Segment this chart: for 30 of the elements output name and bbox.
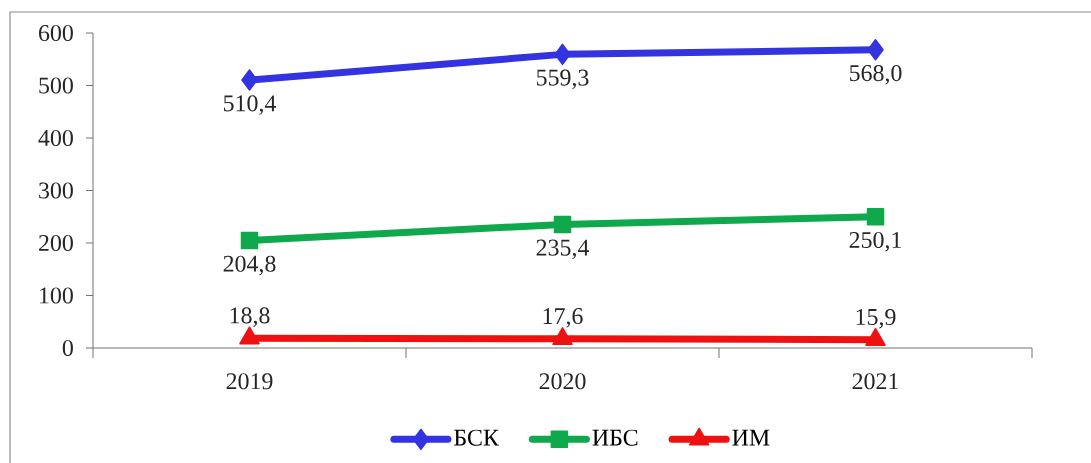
x-tick-label: 2019 <box>226 373 273 390</box>
y-tick-label: 400 <box>38 129 73 147</box>
point <box>866 207 885 226</box>
point <box>554 43 571 66</box>
point <box>241 69 258 91</box>
data-label: 559,3 <box>537 69 589 90</box>
data-label: 17,6 <box>543 308 583 328</box>
point <box>240 231 259 250</box>
y-tick-label: 200 <box>39 234 73 252</box>
point <box>239 326 260 345</box>
legend-label: ИБС <box>592 429 638 446</box>
legend-label: ИМ <box>732 429 770 446</box>
data-label: 204,8 <box>223 255 276 276</box>
y-tick-label: 0 <box>62 339 73 357</box>
y-tick-label: 500 <box>39 77 73 94</box>
data-label: 18,8 <box>230 307 270 327</box>
data-label: 568,0 <box>850 64 902 85</box>
point <box>553 215 572 234</box>
point <box>552 327 573 346</box>
y-tick-label: 100 <box>40 287 73 304</box>
legend-label: БСК <box>454 429 499 446</box>
point <box>867 39 884 61</box>
x-tick-label: 2020 <box>539 373 586 390</box>
data-label: 510,4 <box>223 95 277 115</box>
y-tick-label: 300 <box>39 182 73 199</box>
y-tick-label: 600 <box>39 24 73 42</box>
data-label: 15,9 <box>856 308 896 329</box>
data-label: 250,1 <box>849 231 901 252</box>
x-tick-label: 2021 <box>852 373 898 390</box>
data-label: 235,4 <box>536 239 590 260</box>
